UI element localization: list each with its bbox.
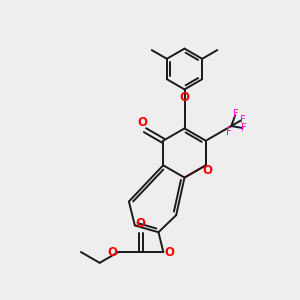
Text: O: O (202, 164, 212, 177)
Text: O: O (136, 217, 146, 230)
Text: F: F (241, 123, 247, 133)
Text: F: F (240, 115, 245, 124)
Text: O: O (107, 245, 117, 259)
Text: O: O (165, 245, 175, 259)
Text: O: O (179, 92, 190, 104)
Text: F: F (226, 127, 232, 137)
Text: F: F (233, 109, 239, 119)
Text: O: O (137, 116, 147, 129)
